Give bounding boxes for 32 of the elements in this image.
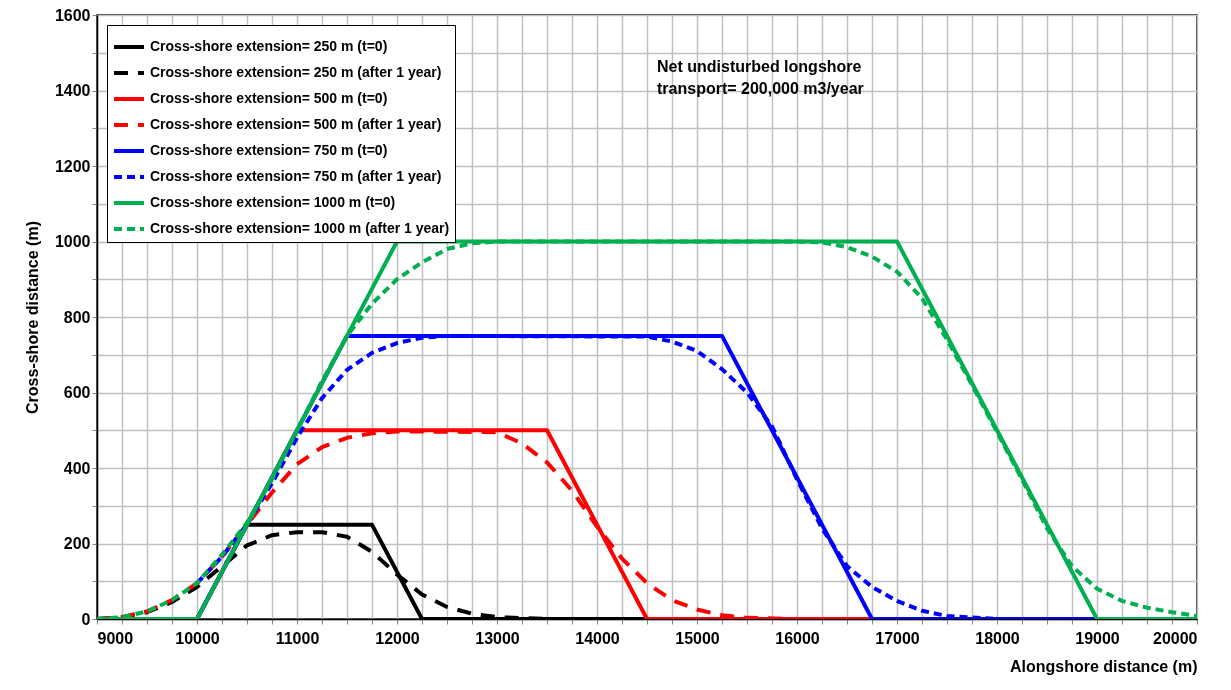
y-tick-label: 1000: [54, 233, 91, 250]
x-tick-label: 13000: [475, 629, 520, 647]
legend-label: Cross-shore extension= 500 m (after 1 year): [150, 116, 442, 132]
x-tick-label: 20000: [1153, 629, 1198, 647]
x-tick-label: 15000: [675, 629, 720, 647]
x-tick-label: 9000: [97, 629, 134, 647]
y-tick-label: 0: [81, 610, 91, 628]
y-axis-title: Cross-shore distance (m): [23, 221, 41, 414]
x-axis-title: Alongshore distance (m): [1009, 657, 1198, 675]
x-tick-label: 11000: [275, 629, 320, 647]
y-tick-label: 600: [63, 384, 91, 401]
x-tick-label: 18000: [975, 629, 1020, 647]
y-tick-label: 1400: [54, 82, 91, 99]
x-tick-label: 17000: [875, 629, 920, 647]
annotation: Net undisturbed longshore transport= 200,000 m3/year: [657, 58, 864, 97]
legend-label: Cross-shore extension= 750 m (t=0): [150, 142, 388, 158]
legend-label: Cross-shore extension= 250 m (after 1 year): [150, 64, 442, 80]
legend-label: Cross-shore extension= 1000 m (after 1 year): [150, 220, 450, 236]
y-tick-label: 1200: [54, 157, 91, 175]
x-tick-label: 16000: [775, 629, 820, 647]
legend-label: Cross-shore extension= 250 m (t=0): [150, 38, 388, 54]
legend-label: Cross-shore extension= 1000 m (t=0): [150, 194, 396, 210]
y-tick-label: 1600: [54, 6, 91, 24]
y-tick-label: 800: [63, 308, 91, 326]
y-tick-label: 400: [63, 459, 91, 477]
x-tick-label: 14000: [575, 629, 620, 647]
x-tick-label: 19000: [1075, 629, 1120, 647]
y-tick-label: 200: [63, 535, 91, 552]
x-tick-label: 10000: [175, 629, 220, 647]
x-tick-label: 12000: [375, 629, 420, 647]
legend-label: Cross-shore extension= 500 m (t=0): [150, 90, 388, 106]
legend-label: Cross-shore extension= 750 m (after 1 year): [150, 168, 442, 184]
